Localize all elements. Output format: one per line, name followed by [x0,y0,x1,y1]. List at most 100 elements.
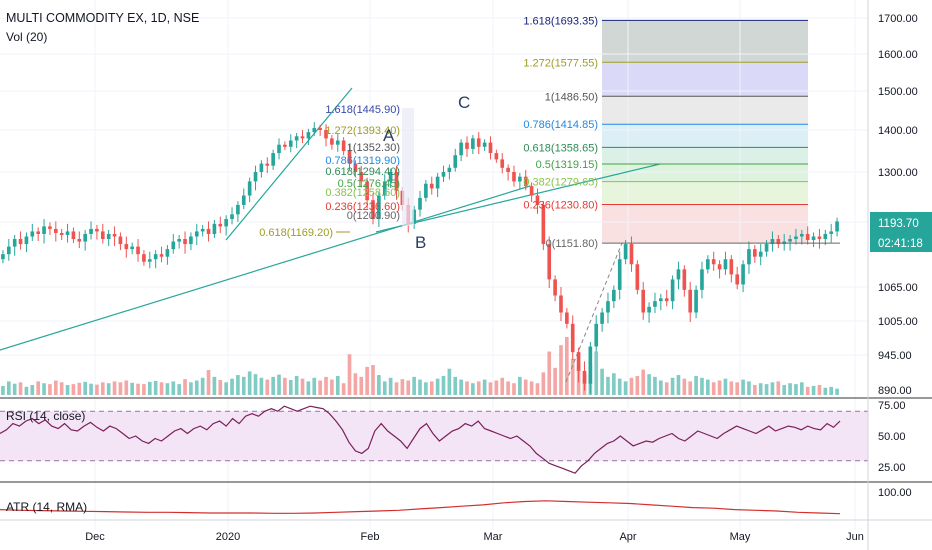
candle-5 [30,231,35,237]
fib-left-label-5: 0.5(1276.45) [338,178,400,190]
volume-bar-110 [647,374,651,395]
rsi-tick-2: 25.00 [878,462,906,474]
volume-bar-113 [664,382,669,395]
candle-15 [89,228,93,234]
volume-bar-0 [1,385,5,395]
fib-zone-3 [602,124,808,148]
candle-118 [694,289,698,313]
volume-bar-12 [71,384,76,395]
volume-bar-51 [300,378,305,395]
volume-bar-112 [659,380,663,395]
candle-137 [805,233,810,241]
volume-bar-84 [494,380,499,395]
rsi-tick-0: 75.00 [878,400,906,412]
volume-bar-4 [24,386,29,395]
candle-61 [359,172,364,182]
volume-bar-142 [835,388,839,395]
volume-bar-86 [506,381,510,395]
candle-77 [453,155,458,168]
volume-bar-17 [100,382,105,395]
volume-bar-91 [535,383,540,395]
candle-49 [288,140,293,147]
volume-bar-75 [441,375,446,395]
candle-84 [494,153,499,160]
candle-88 [518,176,522,182]
volume-bar-25 [147,381,152,395]
candle-54 [318,128,322,130]
candle-103 [606,301,610,313]
volume-bar-139 [817,385,822,395]
volume-bar-23 [136,383,140,395]
volume-bar-48 [283,377,287,395]
candle-99 [582,370,587,384]
volume-bar-37 [218,380,223,395]
volume-bar-24 [142,384,146,395]
candle-62 [365,181,369,201]
fib-level-label-4: 0.618(1358.65) [523,142,598,154]
candle-25 [147,259,152,262]
volume-bar-83 [488,382,493,395]
volume-bar-124 [729,381,734,395]
fib-zone-5 [602,163,808,182]
candle-14 [83,233,87,242]
rsi-line [0,405,841,474]
volume-bar-33 [194,380,199,395]
volume-bar-108 [635,375,640,395]
candle-41 [241,195,246,205]
volume-bar-44 [259,377,264,395]
volume-bar-82 [482,379,487,395]
candle-32 [189,236,193,245]
candle-20 [118,236,123,245]
volume-bar-60 [353,373,358,395]
fib-level-label-8: 0(1151.80) [546,238,598,250]
candle-122 [717,264,722,270]
candle-40 [236,204,240,215]
price-tick-6: 1065.00 [878,282,918,294]
candle-44 [259,163,264,172]
volume-bar-117 [688,381,693,395]
time-tick-5: May [730,531,751,543]
volume-bar-64 [377,375,381,395]
time-tick-0: Dec [85,531,105,543]
fib-level-label-5: 0.5(1319.15) [536,159,598,171]
candle-124 [729,259,734,275]
candle-12 [71,231,76,240]
candle-140 [823,233,828,240]
fib-level-label-6: 0.382(1279.65) [523,177,598,189]
volume-label: Vol (20) [6,30,47,44]
fib-left-label-0: 1.618(1445.90) [325,104,400,116]
volume-bar-65 [382,381,387,395]
candle-31 [183,239,187,245]
candles-layer [1,122,839,394]
volume-bar-85 [500,377,505,395]
candle-19 [112,233,117,237]
volume-bar-32 [189,382,193,395]
candle-47 [277,144,281,154]
volume-bar-1 [6,381,11,395]
volume-bar-140 [823,387,828,395]
candle-81 [476,138,481,147]
candle-91 [535,195,540,205]
candle-35 [206,228,211,234]
volume-bar-13 [77,382,82,395]
volume-bar-131 [770,382,775,395]
candle-36 [212,223,217,234]
volume-bar-6 [36,381,41,395]
fib-left-label-1: 1.272(1393.40) [325,125,400,137]
volume-bar-58 [341,383,346,395]
volume-bar-107 [629,377,634,395]
fib-zone-7 [602,204,808,244]
candle-120 [706,259,710,270]
candle-89 [523,176,528,187]
countdown-text: 02:41:18 [878,238,923,250]
fib-left-label-8: 0(1200.90) [347,210,400,222]
candle-23 [136,246,140,255]
volume-bar-74 [435,378,440,395]
volume-bar-61 [359,376,364,395]
candle-24 [142,254,146,262]
candle-132 [776,239,781,245]
volume-bar-88 [518,376,522,395]
candle-141 [829,231,834,234]
